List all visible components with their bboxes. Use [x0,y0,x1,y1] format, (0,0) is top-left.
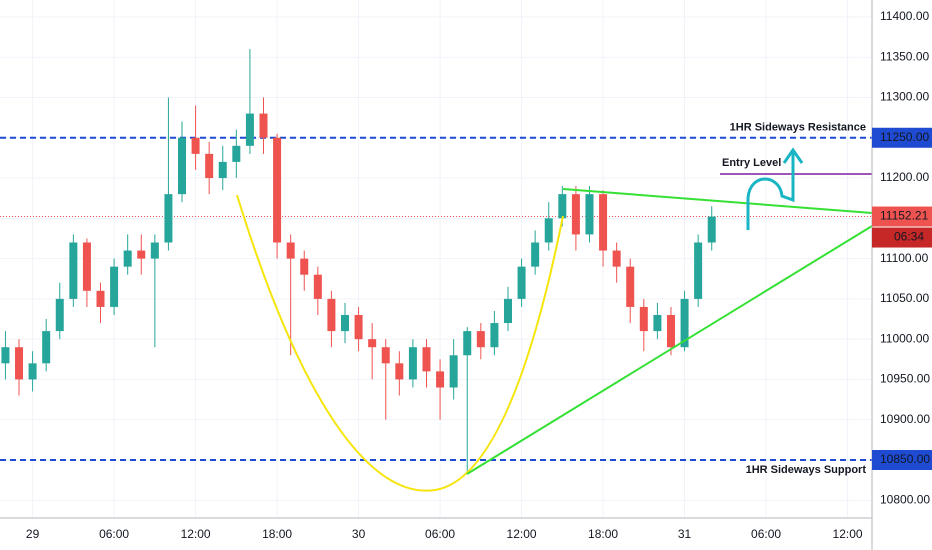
y-tick-label: 11300.00 [880,90,929,104]
candle-body [42,331,51,364]
countdown-tag [872,227,932,248]
candle-body [340,314,349,332]
candle-body [558,194,567,219]
candle-body [653,314,662,332]
candle-body [245,113,254,146]
candles [1,49,716,473]
candle-body [639,306,648,332]
candle-body [612,250,621,267]
time-axis [0,518,872,550]
x-tick-label: 31 [678,527,692,541]
y-tick-label: 11250.00 [880,130,929,144]
candle-body [422,347,431,372]
x-tick-label: 18:00 [262,527,292,541]
candle-body [408,347,417,380]
candle-body [503,298,512,324]
candle-body [599,194,608,251]
candle-body [96,290,105,307]
candle-body [381,347,390,364]
candle-body [395,363,404,380]
y-tick-label: 11050.00 [880,291,929,305]
candle-body [191,137,200,154]
candle-body [585,194,594,235]
candle-body [273,137,282,243]
candle-body [150,242,159,259]
candle-body [123,250,132,267]
candle-body [490,323,499,348]
candle-body [55,298,64,332]
candle-body [164,194,173,243]
y-tick-label: 10950.00 [880,372,930,386]
axes: 10800.00 10850.00 10900.00 10950.00 11000.00… [26,9,932,541]
x-tick-label: 12:00 [181,527,211,541]
candle-body [707,216,716,243]
price-tag [872,127,932,148]
candle-body [28,363,37,380]
candle-body [110,266,119,307]
upper-trendline [562,188,873,214]
y-tick-label: 11000.00 [880,331,929,345]
candle-body [232,145,241,162]
x-tick-label: 06:00 [425,527,455,541]
last-price-tag [872,206,932,227]
x-tick-label: 18:00 [588,527,618,541]
candle-body [571,194,580,235]
candle-body [69,242,78,299]
candle-body [327,298,336,332]
candle-body [517,266,526,299]
price-tag [872,449,932,470]
y-tick-label: 11100.00 [880,251,929,265]
arrow-head [782,147,804,164]
lower-trendline [466,225,873,475]
levels: 1HR Sideways Resistance 1HR Sideways Supp… [0,122,872,476]
candle-body [354,314,363,340]
cup-curve [236,194,564,492]
candle-body [626,266,635,307]
y-tick-label: 11350.00 [880,49,929,63]
candle-body [259,113,268,138]
candle-body [82,242,91,291]
candle-body [205,153,214,179]
last-price-label: 11152.21 [880,209,929,223]
candle-body [218,161,227,179]
y-tick-label: 11200.00 [880,170,929,184]
candle-body [436,371,445,388]
candle-body [286,242,295,259]
candle-body [680,298,689,348]
candle-body [137,250,146,259]
level-label: 1HR Sideways Resistance [730,122,866,134]
x-tick-label: 12:00 [833,527,863,541]
candle-body [313,274,322,299]
level-label: 1HR Sideways Support [746,464,867,476]
candle-body [463,331,472,356]
candle-body [15,347,24,380]
candle-body [368,339,377,348]
x-tick-label: 06:00 [99,527,129,541]
candle-body [531,242,540,267]
candle-body [476,331,485,348]
candle-body [666,314,675,348]
y-tick-label: 11400.00 [880,9,929,23]
candle-body [694,242,703,299]
y-tick-label: 10900.00 [880,412,930,426]
y-tick-label: 10800.00 [880,492,930,506]
candle-body [544,218,553,243]
x-tick-label: 30 [352,527,366,541]
candle-body [300,258,309,275]
path-arrow [746,152,795,230]
entry-label: Entry Level [722,157,781,169]
x-tick-label: 06:00 [751,527,781,541]
candle-body [178,137,187,195]
y-tick-label: 10850.00 [880,452,930,466]
x-tick-label: 29 [26,527,40,541]
countdown-label: 06:34 [894,230,924,244]
candle-body [449,355,458,388]
candle-body [1,347,10,364]
x-tick-label: 12:00 [507,527,537,541]
